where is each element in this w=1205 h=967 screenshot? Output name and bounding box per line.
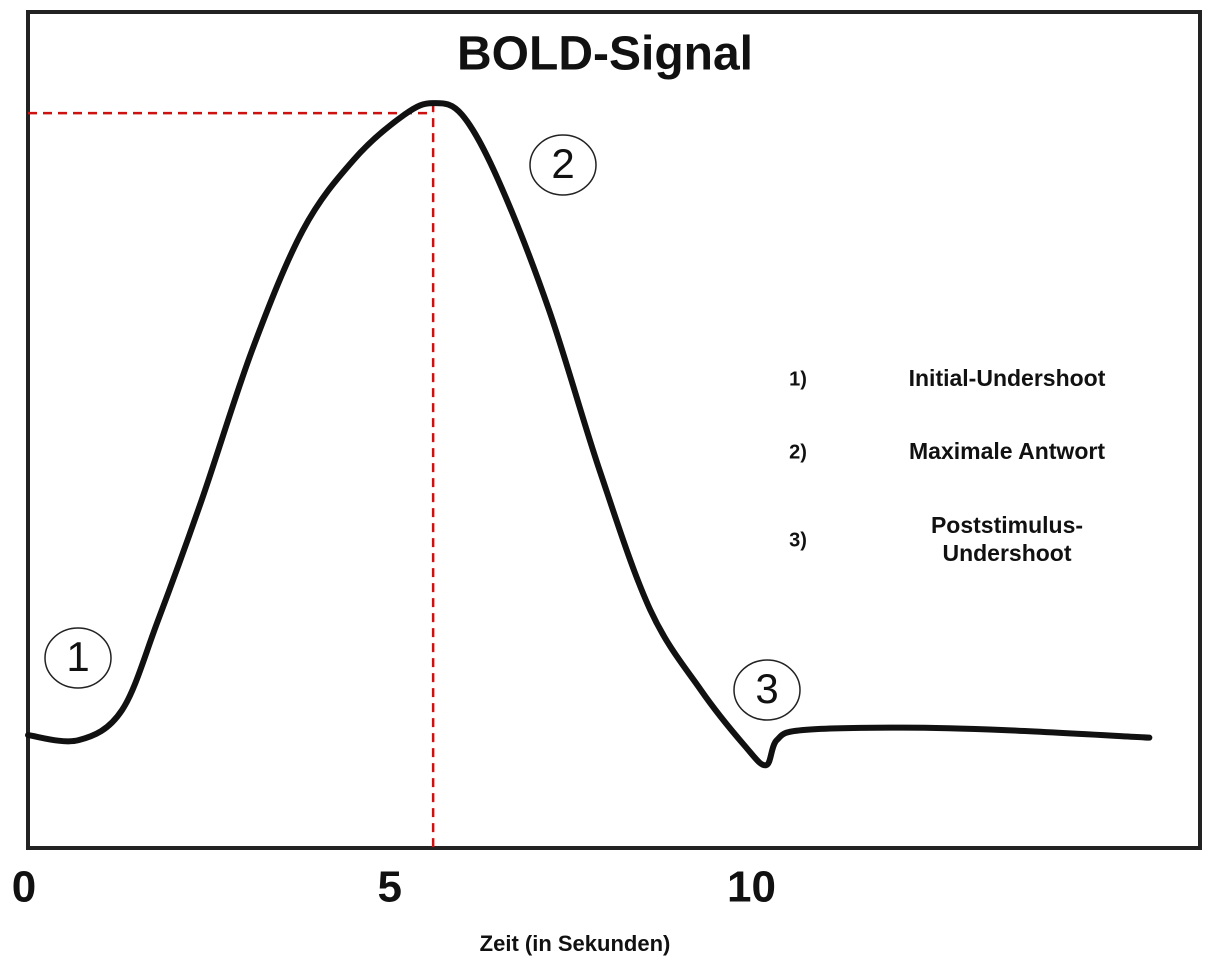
legend-text: Undershoot (942, 540, 1071, 566)
x-tick-label: 10 (727, 863, 776, 912)
annotation-number: 2 (551, 140, 574, 187)
plot-frame (26, 10, 1202, 850)
x-axis-label: Zeit (in Sekunden) (480, 931, 671, 956)
legend-marker: 1) (789, 368, 807, 390)
annotation-circle (529, 134, 597, 196)
legend-marker: 2) (789, 441, 807, 463)
legend-marker: 3) (789, 529, 807, 551)
chart-title: BOLD-Signal (457, 28, 753, 81)
legend-text: Initial-Undershoot (909, 365, 1106, 391)
x-tick-label: 0 (12, 863, 36, 912)
annotation-number: 1 (66, 633, 89, 680)
annotation-number: 3 (755, 665, 778, 712)
annotation-circle (44, 627, 112, 689)
legend-text: Maximale Antwort (909, 438, 1105, 464)
x-tick-label: 5 (377, 863, 401, 912)
legend-text: Poststimulus- (931, 512, 1083, 538)
annotation-circle (733, 659, 801, 721)
signal-line (25, 100, 1153, 769)
